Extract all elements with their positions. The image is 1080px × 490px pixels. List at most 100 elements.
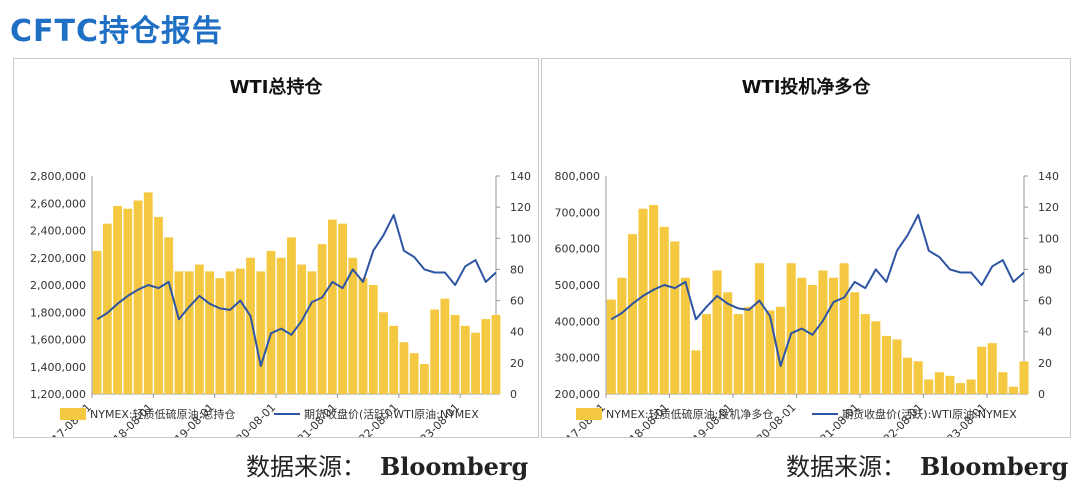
bar bbox=[860, 314, 870, 394]
y-left-tick-label: 200,000 bbox=[555, 388, 601, 401]
bar bbox=[113, 205, 122, 394]
bar bbox=[977, 346, 987, 394]
bar bbox=[966, 379, 976, 394]
bar bbox=[903, 357, 913, 394]
price-line bbox=[610, 213, 1025, 367]
bar bbox=[691, 350, 701, 394]
y-right-tick-label: 100 bbox=[1038, 232, 1059, 245]
bar bbox=[338, 223, 347, 394]
bar bbox=[440, 298, 450, 394]
chart-panel-total-open-interest: WTI总持仓 1,200,000 1,400,000 1,600,000 1,800,0… bbox=[13, 58, 539, 438]
bar bbox=[297, 264, 307, 394]
chart-net-long: WTI投机净多仓 200,000 300,000 400,000 500,000 600,… bbox=[554, 76, 1059, 437]
bar bbox=[871, 321, 881, 394]
data-source-right: 数据来源： Bloomberg bbox=[786, 447, 1068, 482]
bar bbox=[617, 277, 627, 394]
bar bbox=[348, 257, 358, 394]
chart-total-open-interest: WTI总持仓 1,200,000 1,400,000 1,600,000 1,800,0… bbox=[30, 76, 531, 437]
bar bbox=[913, 361, 923, 394]
bar bbox=[892, 339, 902, 394]
bar bbox=[701, 314, 712, 394]
bar bbox=[143, 192, 153, 394]
y-right-tick-label: 120 bbox=[1038, 201, 1059, 214]
bar bbox=[246, 257, 255, 394]
bar bbox=[194, 264, 204, 394]
bar bbox=[797, 277, 807, 394]
bar bbox=[712, 270, 722, 394]
bar bbox=[256, 271, 266, 394]
y-right-tick-label: 140 bbox=[510, 170, 531, 183]
legend-label-bar: NYMEX:轻质低硫原油:总持仓 bbox=[90, 407, 235, 421]
bar bbox=[471, 332, 480, 394]
y-left-tick-label: 500,000 bbox=[555, 279, 601, 292]
bar bbox=[934, 372, 944, 394]
price-line bbox=[96, 213, 497, 367]
bar bbox=[670, 241, 680, 394]
bar bbox=[765, 310, 775, 394]
bar bbox=[818, 270, 828, 394]
y-right-tick-label: 0 bbox=[1038, 388, 1045, 401]
bar bbox=[659, 226, 669, 394]
y-right-tick-label: 0 bbox=[510, 388, 517, 401]
legend-label-bar: NYMEX:轻质低硫原油:投机净多仓 bbox=[606, 407, 773, 421]
bar bbox=[491, 314, 501, 394]
bar bbox=[606, 299, 616, 394]
bar bbox=[154, 216, 163, 394]
bar bbox=[1008, 386, 1018, 394]
y-right-tick-label: 120 bbox=[510, 201, 531, 214]
bar bbox=[287, 237, 296, 394]
chart-title: WTI总持仓 bbox=[230, 76, 324, 98]
y-right-tick-label: 80 bbox=[1038, 263, 1052, 276]
y-left-tick-label: 600,000 bbox=[555, 243, 601, 256]
y-left-tick-label: 1,800,000 bbox=[30, 306, 86, 319]
source-name: Bloomberg bbox=[380, 452, 529, 481]
bar bbox=[450, 314, 460, 394]
y-left-tick-label: 2,200,000 bbox=[30, 252, 86, 265]
page-title: CFTC持仓报告 bbox=[10, 14, 223, 49]
bar bbox=[807, 285, 817, 394]
source-name: Bloomberg bbox=[920, 452, 1069, 481]
y-left-tick-label: 800,000 bbox=[555, 170, 601, 183]
bar bbox=[399, 342, 409, 394]
bar bbox=[102, 223, 112, 394]
y-right-tick-label: 140 bbox=[1038, 170, 1059, 183]
bar bbox=[225, 271, 235, 394]
bar bbox=[133, 200, 143, 394]
bar bbox=[733, 314, 743, 394]
y-right-tick-label: 20 bbox=[1038, 357, 1052, 370]
bar bbox=[649, 205, 659, 394]
bar bbox=[358, 278, 368, 394]
y-left-tick-label: 2,800,000 bbox=[30, 170, 86, 183]
bar bbox=[839, 263, 849, 394]
legend-swatch-bar bbox=[60, 408, 86, 420]
y-left-tick-label: 2,000,000 bbox=[30, 279, 86, 292]
legend-label-line: 期货收盘价(活跃):WTI原油:NYMEX bbox=[304, 407, 479, 421]
y-left-tick-label: 2,600,000 bbox=[30, 197, 86, 210]
y-right-tick-label: 20 bbox=[510, 357, 524, 370]
bar bbox=[776, 306, 786, 394]
bar bbox=[924, 379, 934, 394]
y-right-tick-label: 100 bbox=[510, 232, 531, 245]
bar bbox=[184, 271, 194, 394]
bar bbox=[92, 250, 102, 394]
bar bbox=[205, 271, 215, 394]
y-left-tick-label: 1,600,000 bbox=[30, 334, 86, 347]
source-label: 数据来源： bbox=[246, 453, 366, 481]
y-right-tick-label: 40 bbox=[1038, 326, 1052, 339]
bar bbox=[723, 292, 733, 394]
bar bbox=[945, 375, 955, 394]
bar bbox=[123, 208, 133, 394]
bar bbox=[368, 285, 378, 394]
y-left-tick-label: 1,400,000 bbox=[30, 361, 86, 374]
bar bbox=[460, 325, 470, 394]
bar bbox=[430, 309, 440, 394]
bar bbox=[627, 234, 638, 394]
bar bbox=[998, 372, 1008, 394]
y-right-tick-label: 40 bbox=[510, 326, 524, 339]
bar bbox=[174, 271, 184, 394]
bar bbox=[744, 306, 754, 394]
bar bbox=[481, 319, 491, 394]
bar bbox=[276, 257, 286, 394]
bar bbox=[266, 250, 276, 394]
bar bbox=[850, 292, 860, 394]
